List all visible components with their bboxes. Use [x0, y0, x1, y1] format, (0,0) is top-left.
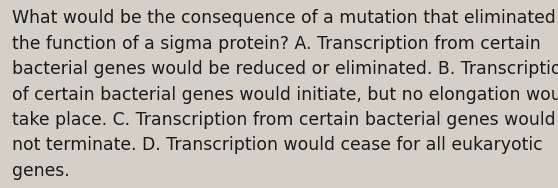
Text: not terminate. D. Transcription would cease for all eukaryotic: not terminate. D. Transcription would ce…: [12, 136, 543, 154]
Text: What would be the consequence of a mutation that eliminated: What would be the consequence of a mutat…: [12, 9, 556, 27]
Text: bacterial genes would be reduced or eliminated. B. Transcription: bacterial genes would be reduced or elim…: [12, 60, 558, 78]
Text: the function of a sigma protein? A. Transcription from certain: the function of a sigma protein? A. Tran…: [12, 35, 541, 53]
Text: take place. C. Transcription from certain bacterial genes would: take place. C. Transcription from certai…: [12, 111, 556, 129]
Text: of certain bacterial genes would initiate, but no elongation would: of certain bacterial genes would initiat…: [12, 86, 558, 104]
Text: genes.: genes.: [12, 162, 70, 180]
